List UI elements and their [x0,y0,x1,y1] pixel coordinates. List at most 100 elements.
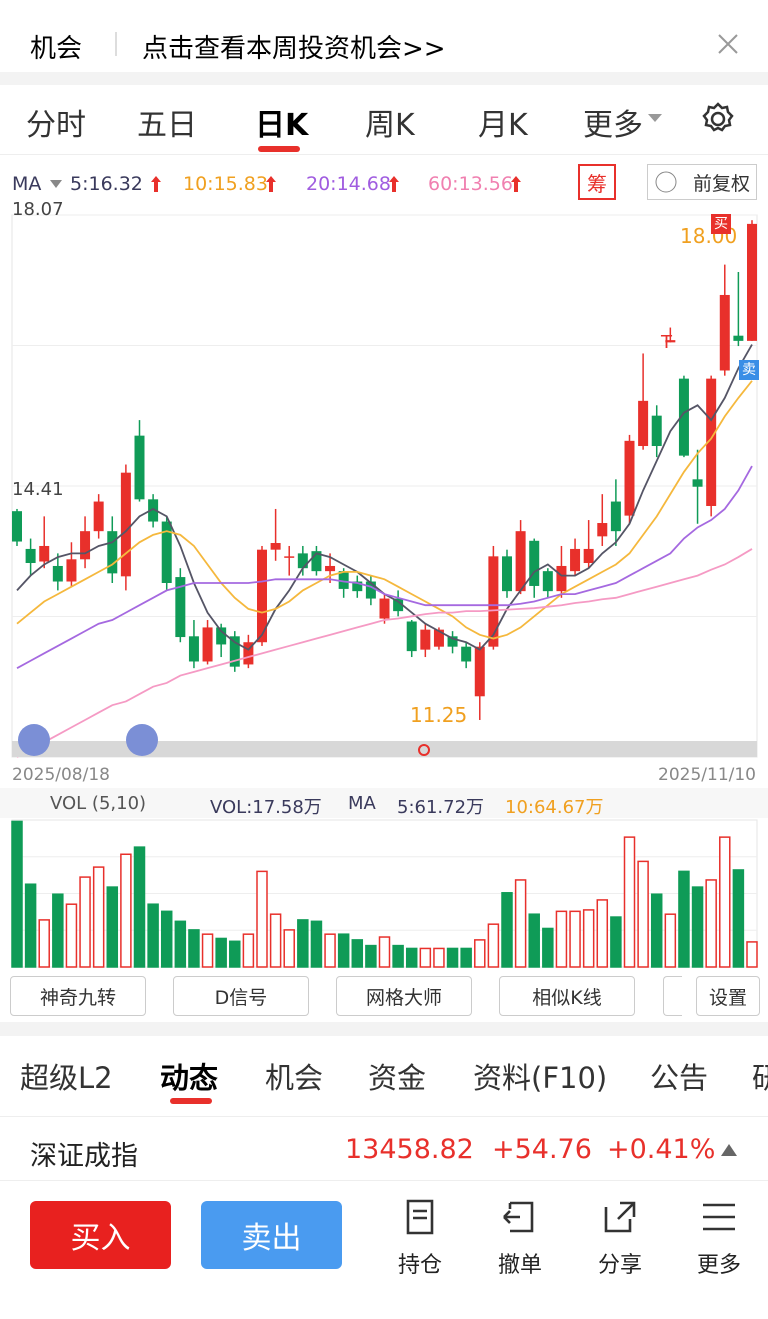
candle-body [393,598,404,612]
candle-body [515,531,526,592]
volume-bar [446,947,459,968]
volume-bar [474,939,486,968]
bottom-tab[interactable]: 资金 [368,1061,427,1095]
candle-body [719,294,730,371]
candle-body [93,501,104,532]
tool-button[interactable]: 神奇九转 [10,976,146,1016]
volume-bar [392,944,404,968]
chip-button[interactable]: 筹 [578,164,616,200]
header-tag[interactable]: 机会 [30,34,83,64]
grid-line [12,0,757,418]
bottom-tab[interactable]: 资料(F10) [473,1061,608,1095]
candle-body [433,629,444,647]
candle-body [338,571,349,589]
tool-button[interactable]: 设置 [696,976,760,1016]
candle-body [502,556,512,592]
ma-value: 10:15.83 [183,173,268,195]
tool-button[interactable]: 网格大师 [336,976,472,1016]
divider [0,1116,768,1117]
candle-body [188,636,199,662]
candle-body [66,559,77,582]
tool-button[interactable] [663,976,682,1016]
buy-button[interactable]: 买入 [30,1201,171,1269]
vol-name[interactable]: VOL (5,10) [50,793,147,814]
volume-bar [201,933,214,968]
index-name[interactable]: 深证成指 [30,1141,138,1172]
ma-line [16,380,753,640]
volume-bar [637,860,649,968]
ma-line [16,465,753,669]
action-label[interactable]: 撤单 [497,1253,542,1278]
bottom-tab[interactable]: 研 [752,1061,768,1095]
divider [0,154,768,155]
volume-bar [419,947,432,968]
candle-body [638,400,649,447]
action-label[interactable]: 分享 [597,1253,642,1278]
tab[interactable]: 日K [255,108,309,143]
action-icon [703,1203,735,1231]
action-icon [406,1199,434,1235]
tab[interactable]: 五日 [137,108,197,143]
candle-body [624,440,635,516]
candle-body [678,378,689,456]
candle-body [202,627,213,662]
candle-body [610,501,621,532]
volume-bar [378,936,391,968]
candle-body [148,499,159,522]
candle-body [570,548,581,572]
volume-bar [92,866,105,968]
candle-body [243,642,254,665]
tab-indicator [170,1098,212,1104]
volume-bar [542,927,554,968]
adjust-button[interactable]: 前复权 [647,164,757,200]
candle-body [284,556,295,558]
volume-bar [569,910,581,968]
candle-body [352,581,363,592]
vol-header [0,788,768,818]
settings-icon[interactable] [700,101,736,137]
volume-bar [147,903,159,968]
bottom-tab[interactable]: 公告 [650,1061,709,1095]
volume-bar [365,944,377,968]
separator [115,32,117,56]
bottom-tab[interactable]: 机会 [265,1061,324,1095]
tab[interactable]: 月K [478,108,528,143]
volume-bar [555,910,568,968]
candle-body [120,472,131,577]
candle-body [420,629,431,650]
ma-label[interactable]: MA [12,173,42,195]
dropdown-arrow [50,180,62,188]
end-date: 2025/11/10 [658,765,756,785]
tool-button[interactable]: D信号 [173,976,309,1016]
tab[interactable]: 分时 [26,108,86,143]
volume-bar [242,933,255,968]
tab[interactable]: 周K [365,108,415,143]
bottom-tab[interactable]: 超级L2 [20,1061,113,1095]
volume-bar [52,893,64,968]
candle-body [556,565,567,592]
header-link[interactable]: 点击查看本周投资机会>> [142,34,446,64]
volume-bar [405,947,418,968]
expand-icon[interactable] [720,1143,738,1157]
volume-bar [705,879,717,968]
buy-mark[interactable]: 买 [711,214,731,234]
sell-button[interactable]: 卖出 [201,1201,342,1269]
tab[interactable]: 更多 [583,108,643,143]
candle-body [583,548,594,564]
action-label[interactable]: 持仓 [397,1253,442,1278]
index-change: +54.76 [492,1134,592,1165]
ma-value: 20:14.68 [306,173,391,195]
bottom-tab[interactable]: 动态 [160,1061,219,1095]
candle-body [542,571,553,592]
vol-value: VOL:17.58万 [210,797,322,818]
tool-button[interactable]: 相似K线 [499,976,635,1016]
candle-body [461,646,472,662]
sell-mark[interactable]: 卖 [739,360,759,380]
up-arrow [511,176,521,192]
ma-value: 60:13.56 [428,173,513,195]
divider [0,1022,768,1036]
close-icon[interactable] [716,32,740,56]
action-label[interactable]: 更多 [696,1253,741,1278]
volume-bar [65,903,78,968]
